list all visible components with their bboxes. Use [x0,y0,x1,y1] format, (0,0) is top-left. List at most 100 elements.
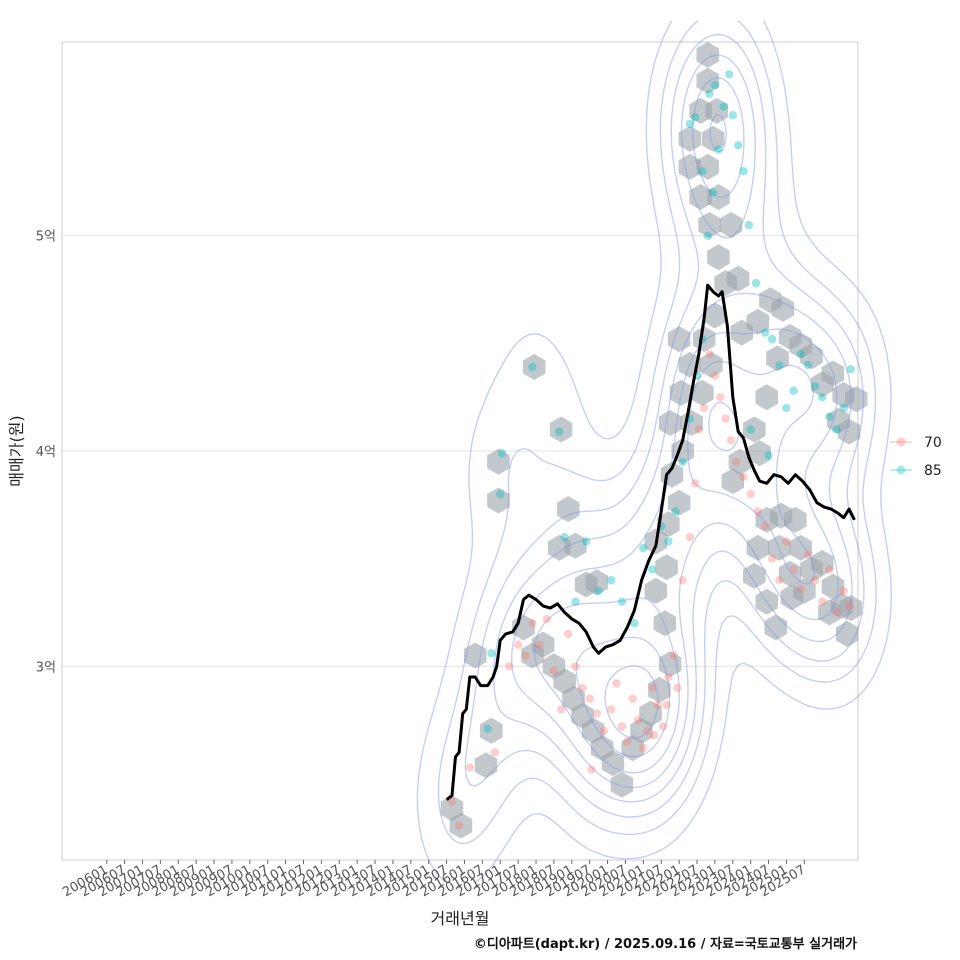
hexbin-cell [669,379,693,406]
hexbin-cell [696,67,719,94]
y-axis-title: 매매가(원) [7,415,26,486]
point-70 [767,554,777,563]
point-70 [592,709,601,718]
hexbin-cell [707,244,730,271]
hexbin-cell [692,326,716,353]
point-85 [744,220,754,230]
point-70 [549,666,559,675]
point-85 [760,328,770,337]
point-70 [658,722,668,731]
legend-item-85[interactable]: 85 [890,463,942,479]
hexbin-cell [696,41,719,68]
point-85 [803,360,813,370]
hexbin-cell [657,511,680,538]
y-tick-label: 5억 [36,230,56,245]
point-85 [607,576,616,585]
hexbin-cell [746,308,770,335]
hexbin-cell [821,573,845,600]
hexbin-cell [487,487,510,514]
point-70 [691,479,700,488]
density-contour [416,20,892,883]
point-85 [846,365,855,374]
hexbin-cell [648,676,671,703]
density-contour [493,54,853,803]
y-tick-label: 3억 [36,660,56,675]
x-axis-title: 거래년월 [431,909,490,928]
hexbin-cell [698,212,721,238]
hexbin-cell [463,642,487,669]
density-contour [533,114,815,774]
point-70 [832,608,841,617]
hexbin-cell [784,506,807,533]
x-axis-ticks: 2006012006072007012007072008012008072009… [60,860,808,900]
hexbin-cell [836,621,859,647]
point-85 [719,102,728,111]
point-70 [721,414,730,423]
hexbin-cell [743,416,766,443]
hexbin-cell [780,584,804,611]
legend-item-70[interactable]: 70 [890,435,942,451]
point-70 [810,576,820,585]
point-85 [555,427,564,436]
point-70 [753,507,762,516]
point-70 [726,436,736,445]
point-70 [700,403,709,413]
hexbin-cell [837,418,861,445]
point-85 [528,362,537,372]
point-70 [669,651,678,660]
density-contour-layer [416,19,892,883]
point-70 [732,457,741,466]
point-85 [560,532,569,542]
point-85 [648,565,657,574]
point-70 [775,576,784,585]
hexbin-cell [755,588,778,615]
point-70 [623,737,632,746]
hexbin-cell [667,326,691,353]
point-85 [571,597,580,606]
hexbin-cell [726,265,750,292]
point-70 [760,522,770,531]
point-85 [734,141,743,150]
point-70 [716,393,725,402]
point-70 [617,722,627,731]
point-70 [465,763,474,772]
density-contour [437,19,877,845]
hexbin-cell [658,651,682,678]
point-70 [556,705,566,714]
point-85 [810,382,820,391]
point-85 [698,167,707,176]
point-70 [844,601,854,611]
point-70 [639,743,648,753]
point-70 [649,730,659,740]
hexbin-cell [696,153,719,180]
hexbin-cell [678,153,702,180]
hexbin-cell [778,560,802,587]
point-85 [825,412,834,421]
point-70 [648,683,657,692]
point-70 [571,662,580,671]
point-85 [703,231,712,240]
point-70 [678,576,687,585]
legend-key-point-70 [896,437,906,447]
trend-line [445,283,856,801]
point-70 [685,532,695,542]
point-70 [839,586,848,596]
point-70 [542,614,551,624]
hexbin-cell [658,410,682,436]
point-85 [818,393,827,402]
hexbin-cell [610,771,634,798]
point-70 [628,694,637,703]
point-70 [607,705,616,714]
point-70 [694,425,703,434]
point-70 [653,700,662,710]
hexbin-layer [440,41,868,839]
point-85 [764,451,773,460]
hexbin-cell [789,534,812,561]
hexbin-cell [700,351,723,378]
point-85 [725,70,734,79]
hexbin-cell [746,534,770,561]
point-70 [705,349,714,359]
hexbin-cell [703,302,727,329]
hexbin-cell [845,386,868,413]
